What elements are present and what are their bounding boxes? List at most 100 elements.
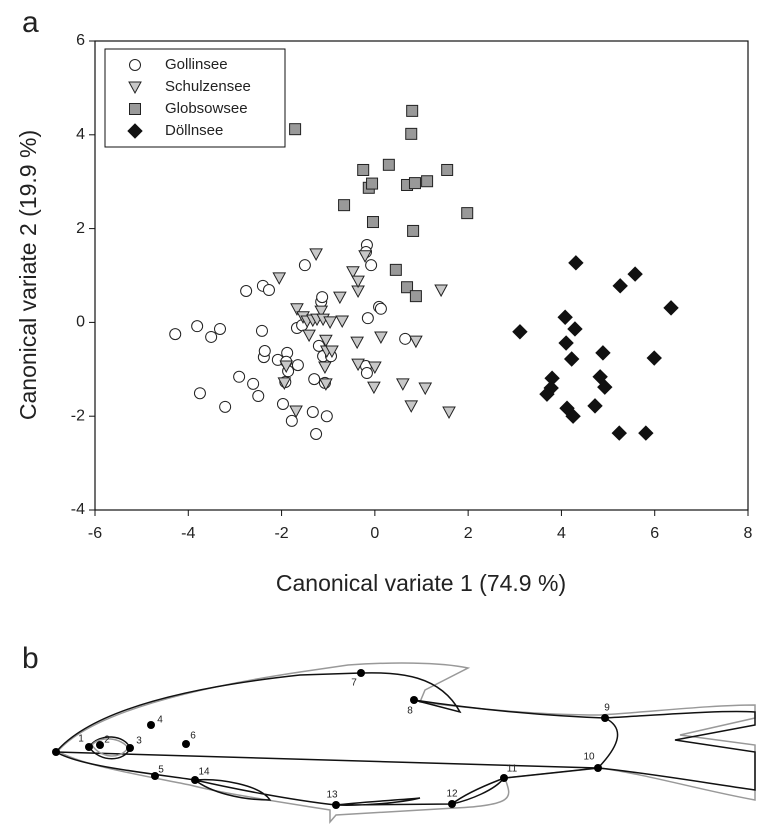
point	[351, 275, 365, 289]
x-tick-label: 8	[744, 525, 753, 542]
fish-outlines	[52, 662, 756, 825]
point	[663, 300, 679, 316]
point	[559, 400, 575, 416]
point	[214, 322, 227, 335]
point	[308, 373, 321, 386]
landmark-label: 3	[136, 736, 142, 747]
point	[350, 336, 364, 350]
x-tick-label: 2	[464, 525, 473, 542]
point	[365, 259, 378, 272]
landmark-label: 11	[507, 764, 518, 775]
point	[291, 359, 304, 372]
landmark-dot	[332, 801, 340, 809]
point	[358, 250, 372, 263]
landmark-dot	[594, 764, 602, 772]
point	[374, 302, 387, 315]
point	[401, 281, 414, 294]
point	[277, 377, 292, 390]
y-tick-label: 2	[76, 220, 85, 237]
y-tick-label: 0	[76, 314, 85, 331]
point	[407, 224, 420, 237]
point	[306, 405, 319, 418]
point	[539, 386, 555, 402]
point	[418, 382, 433, 396]
legend-label: Gollinsee	[165, 56, 228, 73]
point	[389, 263, 402, 276]
legend-marker	[129, 103, 141, 115]
legend-marker	[129, 59, 141, 71]
point	[346, 266, 360, 279]
point	[442, 406, 456, 420]
point	[319, 378, 333, 391]
point	[595, 345, 611, 361]
panel-label: b	[22, 642, 39, 675]
x-tick-label: -4	[181, 525, 195, 542]
point	[276, 398, 289, 411]
fish-outline-black	[55, 672, 756, 806]
x-tick-label: 6	[650, 525, 659, 542]
plot-frame	[94, 40, 749, 511]
point	[338, 199, 351, 212]
point	[219, 400, 232, 413]
point	[335, 315, 350, 329]
x-tick-label: 4	[557, 525, 566, 542]
landmark-label: 9	[604, 703, 610, 714]
point	[289, 405, 303, 419]
landmark-dot	[182, 740, 190, 748]
landmark-dot	[96, 741, 104, 749]
plot-area: -6 -4 -2 0 2 4 6 8-4-20246GollinseeSchulzenseeG…	[71, 32, 753, 542]
point	[406, 104, 419, 117]
point	[367, 381, 381, 395]
point	[374, 331, 388, 344]
point	[193, 387, 206, 400]
point	[408, 177, 421, 190]
point	[638, 425, 654, 441]
point	[512, 324, 528, 340]
point	[563, 351, 580, 367]
point	[592, 369, 608, 385]
x-tick-label: -6	[88, 525, 102, 542]
y-axis-title: Canonical variate 2 (19.9 %)	[15, 130, 41, 420]
landmark-label: 2	[104, 735, 110, 746]
landmark-dot	[85, 743, 93, 751]
point	[382, 158, 395, 171]
point	[289, 123, 302, 136]
point	[285, 414, 298, 427]
point	[557, 309, 573, 325]
landmark-dot	[52, 748, 60, 756]
legend-label: Globsowsee	[165, 100, 248, 117]
point	[314, 305, 329, 319]
point	[351, 358, 365, 372]
legend-marker	[128, 81, 142, 95]
point	[399, 332, 412, 345]
point	[255, 324, 268, 337]
point	[302, 329, 316, 343]
landmark-label: 13	[326, 790, 338, 801]
point	[404, 400, 419, 413]
point	[290, 303, 304, 316]
legend-label: Schulzensee	[165, 78, 251, 95]
point	[421, 175, 434, 188]
point	[169, 328, 182, 341]
x-tick-label: -2	[274, 525, 288, 542]
y-tick-label: 4	[76, 126, 85, 143]
panel-label: a	[22, 6, 39, 39]
point	[325, 345, 339, 359]
point	[252, 390, 265, 403]
point	[441, 163, 454, 176]
point	[279, 360, 294, 374]
landmark-dot	[151, 772, 159, 780]
point	[298, 259, 311, 272]
landmark-label: 1	[78, 734, 84, 745]
landmark-dot	[126, 744, 134, 752]
landmark-dot	[448, 800, 456, 808]
point	[258, 345, 271, 358]
x-axis-title: Canonical variate 1 (74.9 %)	[276, 570, 566, 596]
point	[233, 370, 246, 383]
point	[409, 335, 423, 349]
point	[366, 177, 379, 190]
point	[461, 207, 474, 220]
point	[310, 428, 323, 441]
